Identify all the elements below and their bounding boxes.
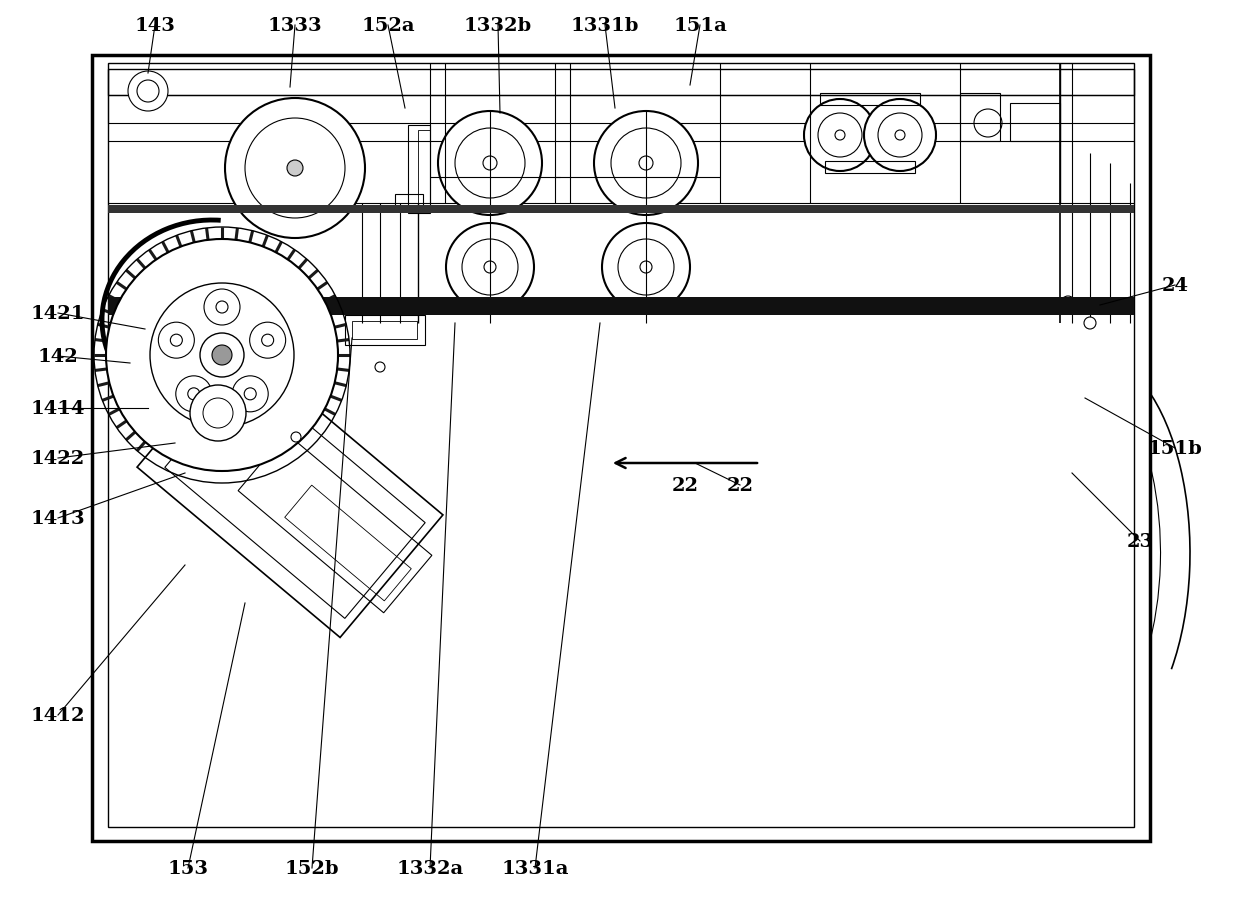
Text: 1332a: 1332a bbox=[396, 859, 463, 877]
Circle shape bbox=[439, 112, 541, 216]
Text: 22: 22 bbox=[726, 477, 753, 495]
Text: 143: 143 bbox=[135, 17, 176, 35]
Circle shape bbox=[818, 114, 862, 158]
Circle shape bbox=[128, 72, 169, 112]
Bar bbox=[395, 195, 422, 209]
Text: 1331a: 1331a bbox=[502, 859, 569, 877]
Circle shape bbox=[618, 239, 674, 295]
Text: 1412: 1412 bbox=[31, 706, 85, 724]
Circle shape bbox=[375, 363, 385, 373]
Bar bbox=[960, 94, 1000, 142]
Circle shape bbox=[199, 333, 244, 377]
Bar bbox=[820, 94, 921, 106]
Circle shape bbox=[212, 346, 232, 366]
Bar bbox=[825, 162, 914, 173]
Circle shape bbox=[190, 386, 247, 442]
Circle shape bbox=[804, 100, 876, 172]
Text: 1333: 1333 bbox=[268, 17, 322, 35]
Bar bbox=[344, 316, 425, 346]
Circle shape bbox=[107, 239, 338, 471]
Text: 151b: 151b bbox=[1147, 440, 1202, 458]
Circle shape bbox=[593, 112, 698, 216]
Text: 1414: 1414 bbox=[31, 399, 85, 417]
Circle shape bbox=[455, 129, 525, 199]
Text: 23: 23 bbox=[1126, 533, 1154, 551]
Bar bbox=[92, 56, 1150, 841]
Text: 1332b: 1332b bbox=[463, 17, 532, 35]
Circle shape bbox=[245, 119, 344, 219]
Bar bbox=[108, 298, 1134, 316]
Text: 1413: 1413 bbox=[31, 509, 85, 527]
Text: 1422: 1422 bbox=[31, 450, 85, 468]
Circle shape bbox=[462, 239, 518, 295]
Circle shape bbox=[864, 100, 935, 172]
Circle shape bbox=[138, 81, 159, 103]
Text: 22: 22 bbox=[672, 477, 699, 495]
Circle shape bbox=[1084, 318, 1097, 330]
Bar bbox=[408, 126, 430, 214]
Circle shape bbox=[878, 114, 922, 158]
Bar bbox=[108, 70, 1134, 827]
Text: 153: 153 bbox=[167, 859, 208, 877]
Circle shape bbox=[287, 161, 304, 177]
Bar bbox=[108, 64, 1134, 96]
Circle shape bbox=[225, 99, 366, 238]
Bar bbox=[418, 131, 430, 209]
Text: 152a: 152a bbox=[362, 17, 415, 35]
Text: 142: 142 bbox=[37, 348, 78, 366]
Text: 1421: 1421 bbox=[31, 304, 85, 322]
Bar bbox=[1010, 104, 1061, 142]
Circle shape bbox=[291, 433, 301, 442]
Text: 151a: 151a bbox=[673, 17, 727, 35]
Text: 24: 24 bbox=[1161, 276, 1188, 294]
Bar bbox=[108, 206, 1134, 214]
Text: 1331b: 1331b bbox=[571, 17, 639, 35]
Text: 152b: 152b bbox=[285, 859, 339, 877]
Circle shape bbox=[602, 224, 690, 312]
Polygon shape bbox=[138, 345, 442, 638]
Circle shape bbox=[446, 224, 534, 312]
Bar bbox=[352, 321, 418, 340]
Bar bbox=[108, 96, 1134, 124]
Circle shape bbox=[611, 129, 681, 199]
Circle shape bbox=[1061, 297, 1075, 311]
